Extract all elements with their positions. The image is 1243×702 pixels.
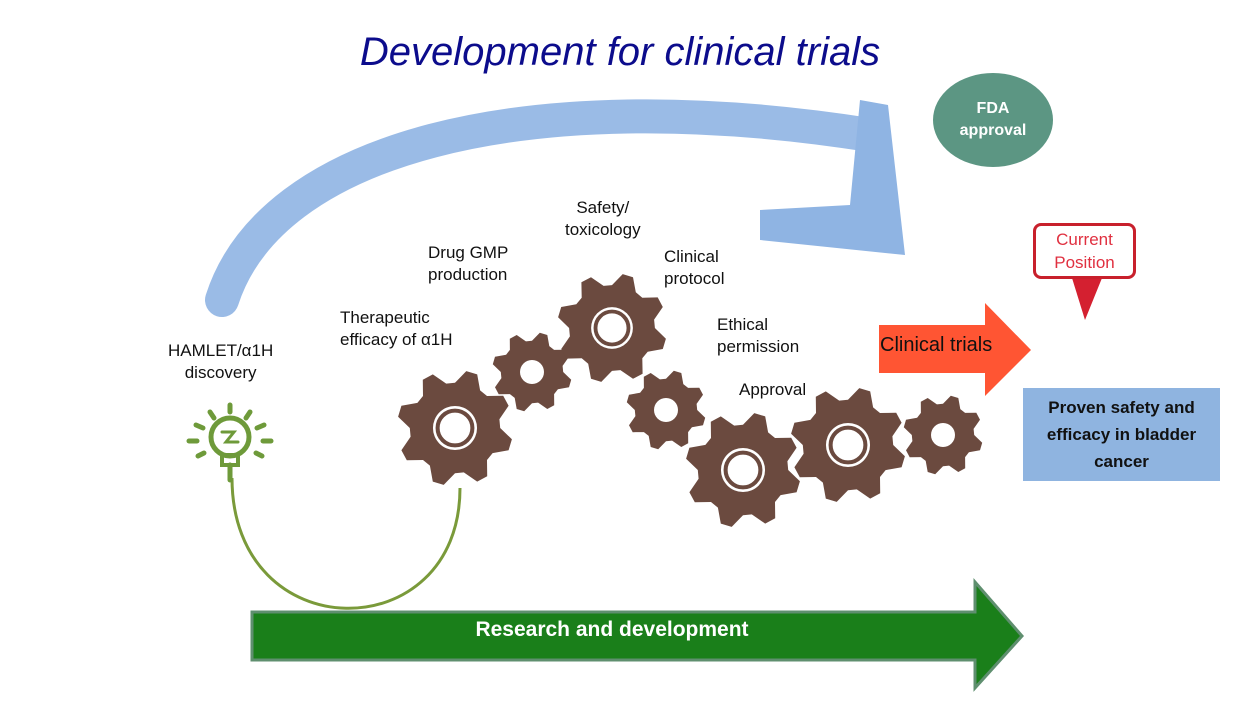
proven-safety-box: Proven safety and efficacy in bladder ca… (1023, 388, 1220, 481)
step-therapeutic-line1: Therapeutic (340, 308, 430, 327)
step-gmp-line2: production (428, 265, 508, 284)
current-line2: Position (1054, 253, 1115, 272)
proven-line1: Proven safety and (1048, 398, 1195, 417)
step-gmp: Drug GMP production (428, 242, 508, 286)
gear-icon (791, 388, 905, 502)
step-discovery: HAMLET/α1H discovery (168, 340, 273, 384)
development-arrowhead (760, 100, 905, 255)
current-position-callout: Current Position (1033, 223, 1136, 279)
development-curved-arrow (205, 99, 887, 317)
step-protocol: Clinical protocol (664, 246, 724, 290)
current-line1: Current (1056, 230, 1113, 249)
gear-icon (558, 274, 666, 382)
step-safety-line2: toxicology (565, 220, 641, 239)
step-ethical-line2: permission (717, 337, 800, 356)
step-safety-line1: Safety/ (576, 198, 630, 217)
proven-line3: cancer (1094, 452, 1149, 471)
gear-icon (398, 371, 512, 485)
fda-line2: approval (959, 122, 1027, 139)
step-protocol-line2: protocol (664, 269, 725, 288)
step-ethical-line1: Ethical (717, 315, 769, 334)
proven-line2: efficacy in bladder (1046, 425, 1197, 444)
research-label: Research and development (475, 618, 749, 641)
step-therapeutic-line2: efficacy of α1H (340, 330, 453, 349)
step-gmp-line1: Drug GMP (428, 243, 509, 262)
step-protocol-line1: Clinical (664, 247, 719, 266)
gear-icon (903, 395, 983, 475)
gear-icon (626, 370, 706, 450)
gear-icon (686, 413, 800, 527)
research-arrow (250, 577, 1025, 692)
current-position-pointer (1072, 278, 1102, 320)
fda-approval-ellipse: FDA approval (933, 73, 1053, 167)
step-approval-line1: Approval (739, 380, 807, 399)
clinical-trials-arrow (879, 303, 1031, 396)
step-approval: Approval (739, 379, 806, 401)
gear-icon (492, 332, 572, 412)
step-ethical: Ethical permission (717, 314, 799, 358)
lightbulb-icon (186, 402, 274, 483)
step-discovery-line1: HAMLET/α1H (168, 341, 274, 360)
step-discovery-line2: discovery (184, 363, 257, 382)
bulb-cable (230, 477, 462, 610)
fda-line1: FDA (976, 100, 1010, 117)
diagram-title: Development for clinical trials (359, 30, 881, 74)
step-therapeutic: Therapeutic efficacy of α1H (340, 307, 453, 351)
step-safety: Safety/ toxicology (565, 197, 641, 241)
clinical-trials-label: Clinical trials (880, 334, 993, 356)
